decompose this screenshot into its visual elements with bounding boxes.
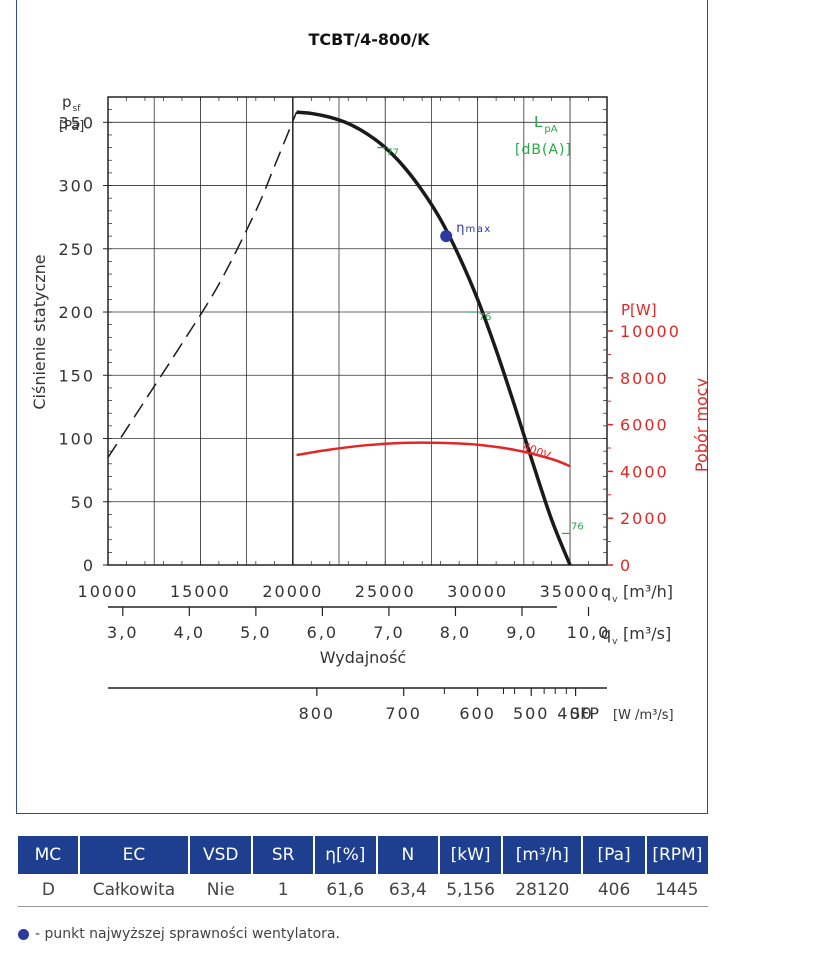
noise-point-label: 76 [479, 312, 492, 323]
plot-border [107, 96, 608, 566]
y2-tick-label: 6000 [620, 416, 669, 435]
m3s-tick-label: 7,0 [373, 623, 404, 642]
table-cell: 406 [582, 874, 646, 907]
table-header-cell: [kW] [439, 836, 504, 874]
m3s-tick-label: 5,0 [240, 623, 271, 642]
noise-point-label: 77 [386, 148, 399, 159]
x-tick-label: 20000 [262, 582, 323, 601]
table-header-cell: SR [252, 836, 315, 874]
spec-table: MC EC VSD SR η[%] N [kW] [m³/h] [Pa] [RPM] D Całko… [18, 836, 708, 907]
max-efficiency-label: ηmax [456, 221, 492, 236]
y-tick-label: 0 [83, 556, 95, 575]
power-series-label: 400V [521, 440, 553, 463]
table-cell: 63,4 [376, 874, 440, 907]
y2-tick-label: 10000 [620, 322, 681, 341]
x-tick-label: 30000 [447, 582, 508, 601]
x-unit-m3h: [m³/h] [623, 582, 673, 601]
legend-note-text: - punkt najwyższej sprawności wentylator… [35, 926, 340, 942]
table-header-row: MC EC VSD SR η[%] N [kW] [m³/h] [Pa] [RPM] [18, 836, 708, 874]
y-symbol: psf [62, 93, 81, 114]
m3s-tick-label: 6,0 [307, 623, 338, 642]
x-tick-label: 25000 [355, 582, 416, 601]
sfp-tick-label: 500 [513, 704, 550, 723]
fan-curve-chart: TCBT/4-800/K Ciśnienie statyczne psf [Pa… [30, 30, 711, 723]
x-tick-label: 35000 [540, 582, 601, 601]
table-cell: 1 [252, 874, 314, 907]
y-tick-label: 350 [58, 113, 95, 132]
table-header-cell: η[%] [313, 836, 378, 874]
sfp-label: SFP [570, 704, 599, 723]
table-cell: 61,6 [313, 874, 377, 907]
x-symbol-m3s: qv [601, 624, 618, 647]
x-axis-label: Wydajność [320, 648, 406, 667]
y-tick-label: 250 [58, 240, 95, 259]
series-pressure-line [296, 110, 572, 566]
chart-title: TCBT/4-800/K [308, 30, 430, 49]
m3s-tick-label: 3,0 [107, 623, 138, 642]
x-symbol-m3h: qv [601, 582, 618, 605]
table-header-cell: [RPM] [645, 836, 708, 874]
max-efficiency-dot-icon [18, 928, 29, 940]
table-header-cell: MC [18, 836, 80, 874]
sfp-tick-label: 800 [299, 704, 336, 723]
y2-tick-label: 8000 [620, 369, 669, 388]
m3s-tick-label: 9,0 [506, 623, 537, 642]
table-row: D Całkowita Nie 1 61,6 63,4 5,156 28120 406 1445 [18, 874, 708, 907]
y-tick-label: 100 [58, 430, 95, 449]
max-efficiency-point [440, 230, 453, 243]
table-cell: Nie [189, 874, 253, 907]
y2-tick-label: 0 [620, 556, 632, 575]
y-tick-label: 50 [71, 493, 95, 512]
y2-axis-label: Pobór mocy [692, 378, 707, 472]
m3s-tick-label: 10,0 [567, 623, 611, 642]
series-power-line [296, 441, 571, 468]
sfp-tick-label: 700 [385, 704, 422, 723]
table-cell: 28120 [502, 874, 583, 907]
noise-unit: [dB(A)] [515, 142, 572, 158]
table-header-cell: [m³/h] [502, 836, 584, 874]
x-tick-label: 15000 [170, 582, 231, 601]
y-axis-label: Ciśnienie statyczne [30, 254, 49, 409]
y-tick-label: 300 [58, 177, 95, 196]
y2-unit: P[W] [621, 301, 657, 319]
y-tick-label: 150 [58, 366, 95, 385]
y-unit: [Pa] [59, 119, 84, 134]
table-cell: 5,156 [439, 874, 503, 907]
m3s-tick-label: 8,0 [440, 623, 471, 642]
sfp-tick-label: 600 [459, 704, 496, 723]
x-tick-label: 10000 [78, 582, 139, 601]
m3s-tick-label: 4,0 [174, 623, 205, 642]
y2-tick-label: 4000 [620, 462, 669, 481]
table-header-cell: N [376, 836, 441, 874]
x-unit-m3s: [m³/s] [623, 624, 671, 643]
table-cell: Całkowita [78, 874, 190, 907]
sfp-tick-label: 400 [557, 704, 594, 723]
table-header-cell: EC [78, 836, 191, 874]
y-tick-label: 200 [58, 303, 95, 322]
series-stall-line [107, 111, 298, 458]
sfp-unit: [W /m³/s] [613, 708, 674, 723]
noise-point-label: 76 [571, 521, 584, 532]
y2-tick-label: 2000 [620, 509, 669, 528]
chart-frame: TCBT/4-800/K Ciśnienie statyczne psf [Pa… [16, 0, 711, 814]
legend-note: - punkt najwyższej sprawności wentylator… [18, 926, 340, 942]
table-header-cell: VSD [189, 836, 254, 874]
table-header-cell: [Pa] [582, 836, 647, 874]
table-cell: D [18, 874, 79, 907]
table-cell: 1445 [645, 874, 708, 907]
